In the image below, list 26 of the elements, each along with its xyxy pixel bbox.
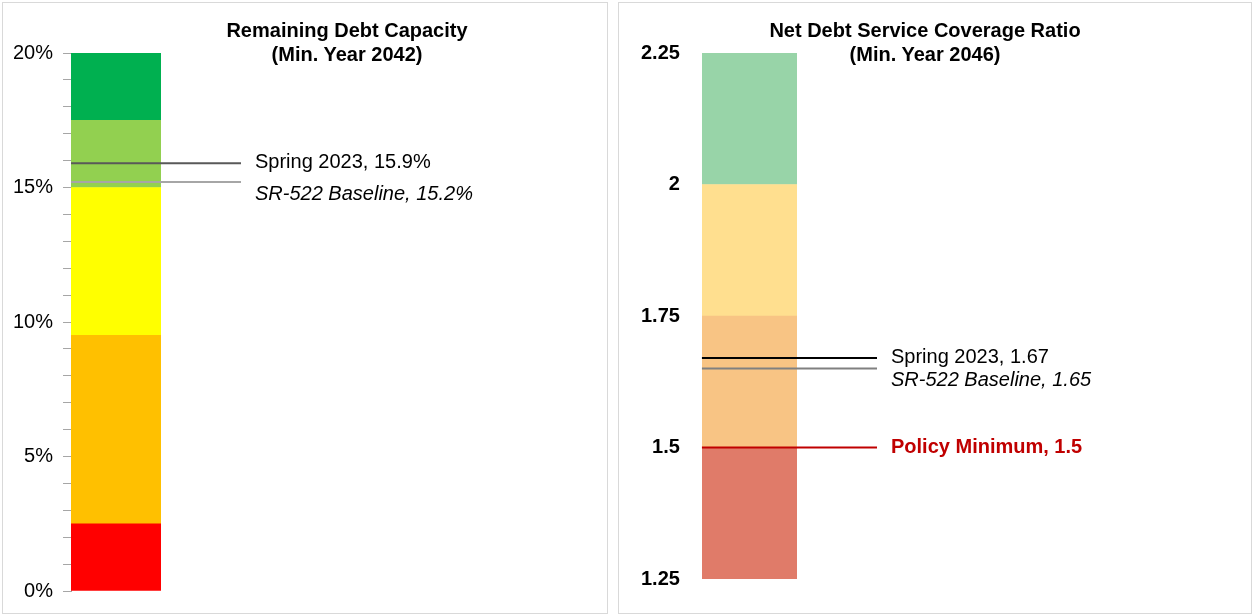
bar <box>71 53 161 121</box>
bar <box>701 447 797 579</box>
bar <box>71 523 161 591</box>
ref-line-label: Spring 2023, 1.67 <box>891 344 1049 367</box>
ref-line-label: Spring 2023, 15.9% <box>255 149 431 172</box>
text: Net Debt Service Coverage Ratio (Min. Year 2046) <box>769 18 1081 65</box>
bar <box>701 315 797 448</box>
ref-line-label: SR-522 Baseline, 1.65 <box>891 368 1092 391</box>
y-tick-label: 2.25 <box>640 40 680 63</box>
y-tick-label: 0% <box>24 578 54 601</box>
bar <box>71 119 161 188</box>
y-tick-label: 1.25 <box>640 566 680 589</box>
ref-line-label: Policy Minimum, 1.5 <box>891 435 1083 458</box>
y-tick-label: 20% <box>13 40 54 63</box>
ref-line-label: SR-522 Baseline, 15.2% <box>255 181 473 204</box>
y-tick-label: 5% <box>24 444 54 467</box>
bar <box>71 187 161 336</box>
y-tick-label: 15% <box>13 175 54 198</box>
bar <box>701 53 797 185</box>
y-tick-label: 1.5 <box>652 435 680 458</box>
bar <box>701 184 797 317</box>
text: Remaining Debt Capacity (Min. Year 2042) <box>226 18 469 65</box>
y-tick-label: 1.75 <box>640 303 680 326</box>
bar <box>71 335 161 525</box>
y-tick-label: 10% <box>13 309 54 332</box>
y-tick-label: 2 <box>668 172 680 195</box>
